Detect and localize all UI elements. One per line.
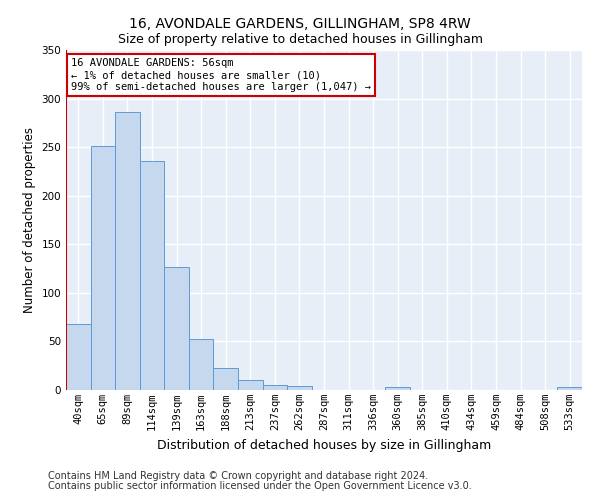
Bar: [214, 368, 238, 390]
X-axis label: Distribution of detached houses by size in Gillingham: Distribution of detached houses by size …: [157, 438, 491, 452]
Bar: [91, 146, 115, 390]
Bar: [66, 324, 91, 390]
Bar: [164, 266, 189, 390]
Bar: [238, 380, 263, 390]
Bar: [115, 112, 140, 390]
Text: Size of property relative to detached houses in Gillingham: Size of property relative to detached ho…: [118, 32, 482, 46]
Bar: [287, 386, 312, 390]
Bar: [557, 387, 582, 390]
Text: Contains public sector information licensed under the Open Government Licence v3: Contains public sector information licen…: [48, 481, 472, 491]
Y-axis label: Number of detached properties: Number of detached properties: [23, 127, 36, 313]
Text: Contains HM Land Registry data © Crown copyright and database right 2024.: Contains HM Land Registry data © Crown c…: [48, 471, 428, 481]
Bar: [189, 340, 214, 390]
Bar: [140, 160, 164, 390]
Bar: [385, 387, 410, 390]
Bar: [263, 385, 287, 390]
Text: 16 AVONDALE GARDENS: 56sqm
← 1% of detached houses are smaller (10)
99% of semi-: 16 AVONDALE GARDENS: 56sqm ← 1% of detac…: [71, 58, 371, 92]
Text: 16, AVONDALE GARDENS, GILLINGHAM, SP8 4RW: 16, AVONDALE GARDENS, GILLINGHAM, SP8 4R…: [129, 18, 471, 32]
